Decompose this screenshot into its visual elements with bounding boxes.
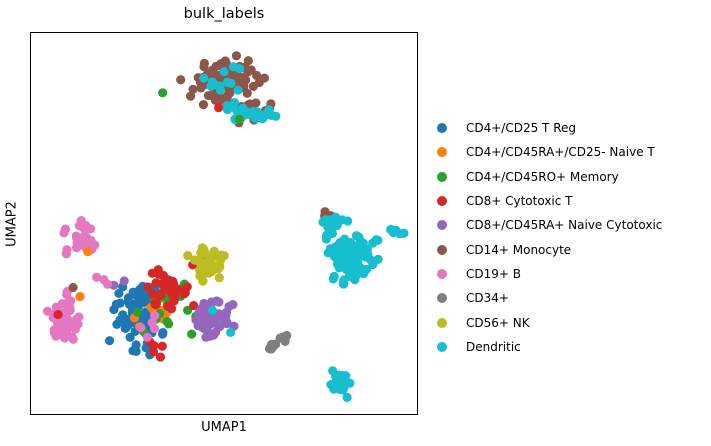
legend: CD4+/CD25 T Reg CD4+/CD45RA+/CD25- Naive …	[437, 116, 662, 359]
series-strays-cd4-cd45ra-cd25-naive-t	[75, 247, 93, 302]
legend-item: CD14+ Monocyte	[437, 237, 662, 261]
legend-swatch-icon	[437, 196, 447, 207]
legend-label: CD8+/CD45RA+ Naive Cytotoxic	[466, 218, 663, 233]
plot-title: bulk_labels	[183, 6, 265, 22]
legend-label: CD56+ NK	[466, 315, 530, 330]
legend-item: CD56+ NK	[437, 310, 662, 334]
legend-item: CD8+/CD45RA+ Naive Cytotoxic	[437, 213, 662, 237]
legend-swatch-icon	[437, 147, 447, 158]
series-cd34-	[264, 330, 292, 354]
series-cd8-cd45ra-naive-cytotoxic	[109, 276, 239, 342]
series-cd8-cytotoxic-t	[143, 256, 213, 362]
legend-label: Dendritic	[466, 339, 521, 354]
legend-swatch-icon	[437, 317, 447, 328]
x-axis-label: UMAP1	[201, 420, 247, 435]
series-strays-dendritic	[207, 305, 236, 338]
series-dendritic	[199, 62, 409, 402]
series-strays-cd8-cytotoxic-t	[53, 103, 224, 320]
legend-label: CD34+	[466, 291, 509, 306]
legend-swatch-icon	[437, 341, 447, 352]
legend-label: CD4+/CD45RO+ Memory	[466, 169, 619, 184]
legend-swatch-icon	[437, 220, 447, 231]
legend-item: Dendritic	[437, 335, 662, 359]
legend-swatch-icon	[437, 244, 447, 255]
y-axis-label: UMAP2	[4, 201, 20, 247]
legend-item: CD4+/CD45RA+/CD25- Naive T	[437, 140, 662, 164]
legend-item: CD8+ Cytotoxic T	[437, 189, 662, 213]
umap-scatter-plot	[42, 51, 409, 402]
legend-item: CD4+/CD25 T Reg	[437, 116, 662, 140]
series-strays-cd4-cd45ro-memory	[158, 88, 245, 125]
legend-label: CD14+ Monocyte	[466, 242, 572, 257]
plot-area	[30, 32, 418, 415]
legend-swatch-icon	[437, 268, 447, 279]
series-cd19-b	[42, 216, 160, 344]
legend-swatch-icon	[437, 123, 447, 134]
legend-swatch-icon	[437, 293, 447, 304]
legend-label: CD19+ B	[466, 266, 521, 281]
series-strays-cd14-monocyte	[68, 282, 78, 293]
legend-label: CD8+ Cytotoxic T	[466, 194, 573, 209]
legend-swatch-icon	[437, 171, 447, 182]
legend-label: CD4+/CD25 T Reg	[466, 121, 576, 136]
legend-label: CD4+/CD45RA+/CD25- Naive T	[466, 145, 655, 160]
legend-item: CD34+	[437, 286, 662, 310]
legend-item: CD19+ B	[437, 262, 662, 286]
legend-item: CD4+/CD45RO+ Memory	[437, 165, 662, 189]
series-cd56-nk	[183, 243, 229, 286]
